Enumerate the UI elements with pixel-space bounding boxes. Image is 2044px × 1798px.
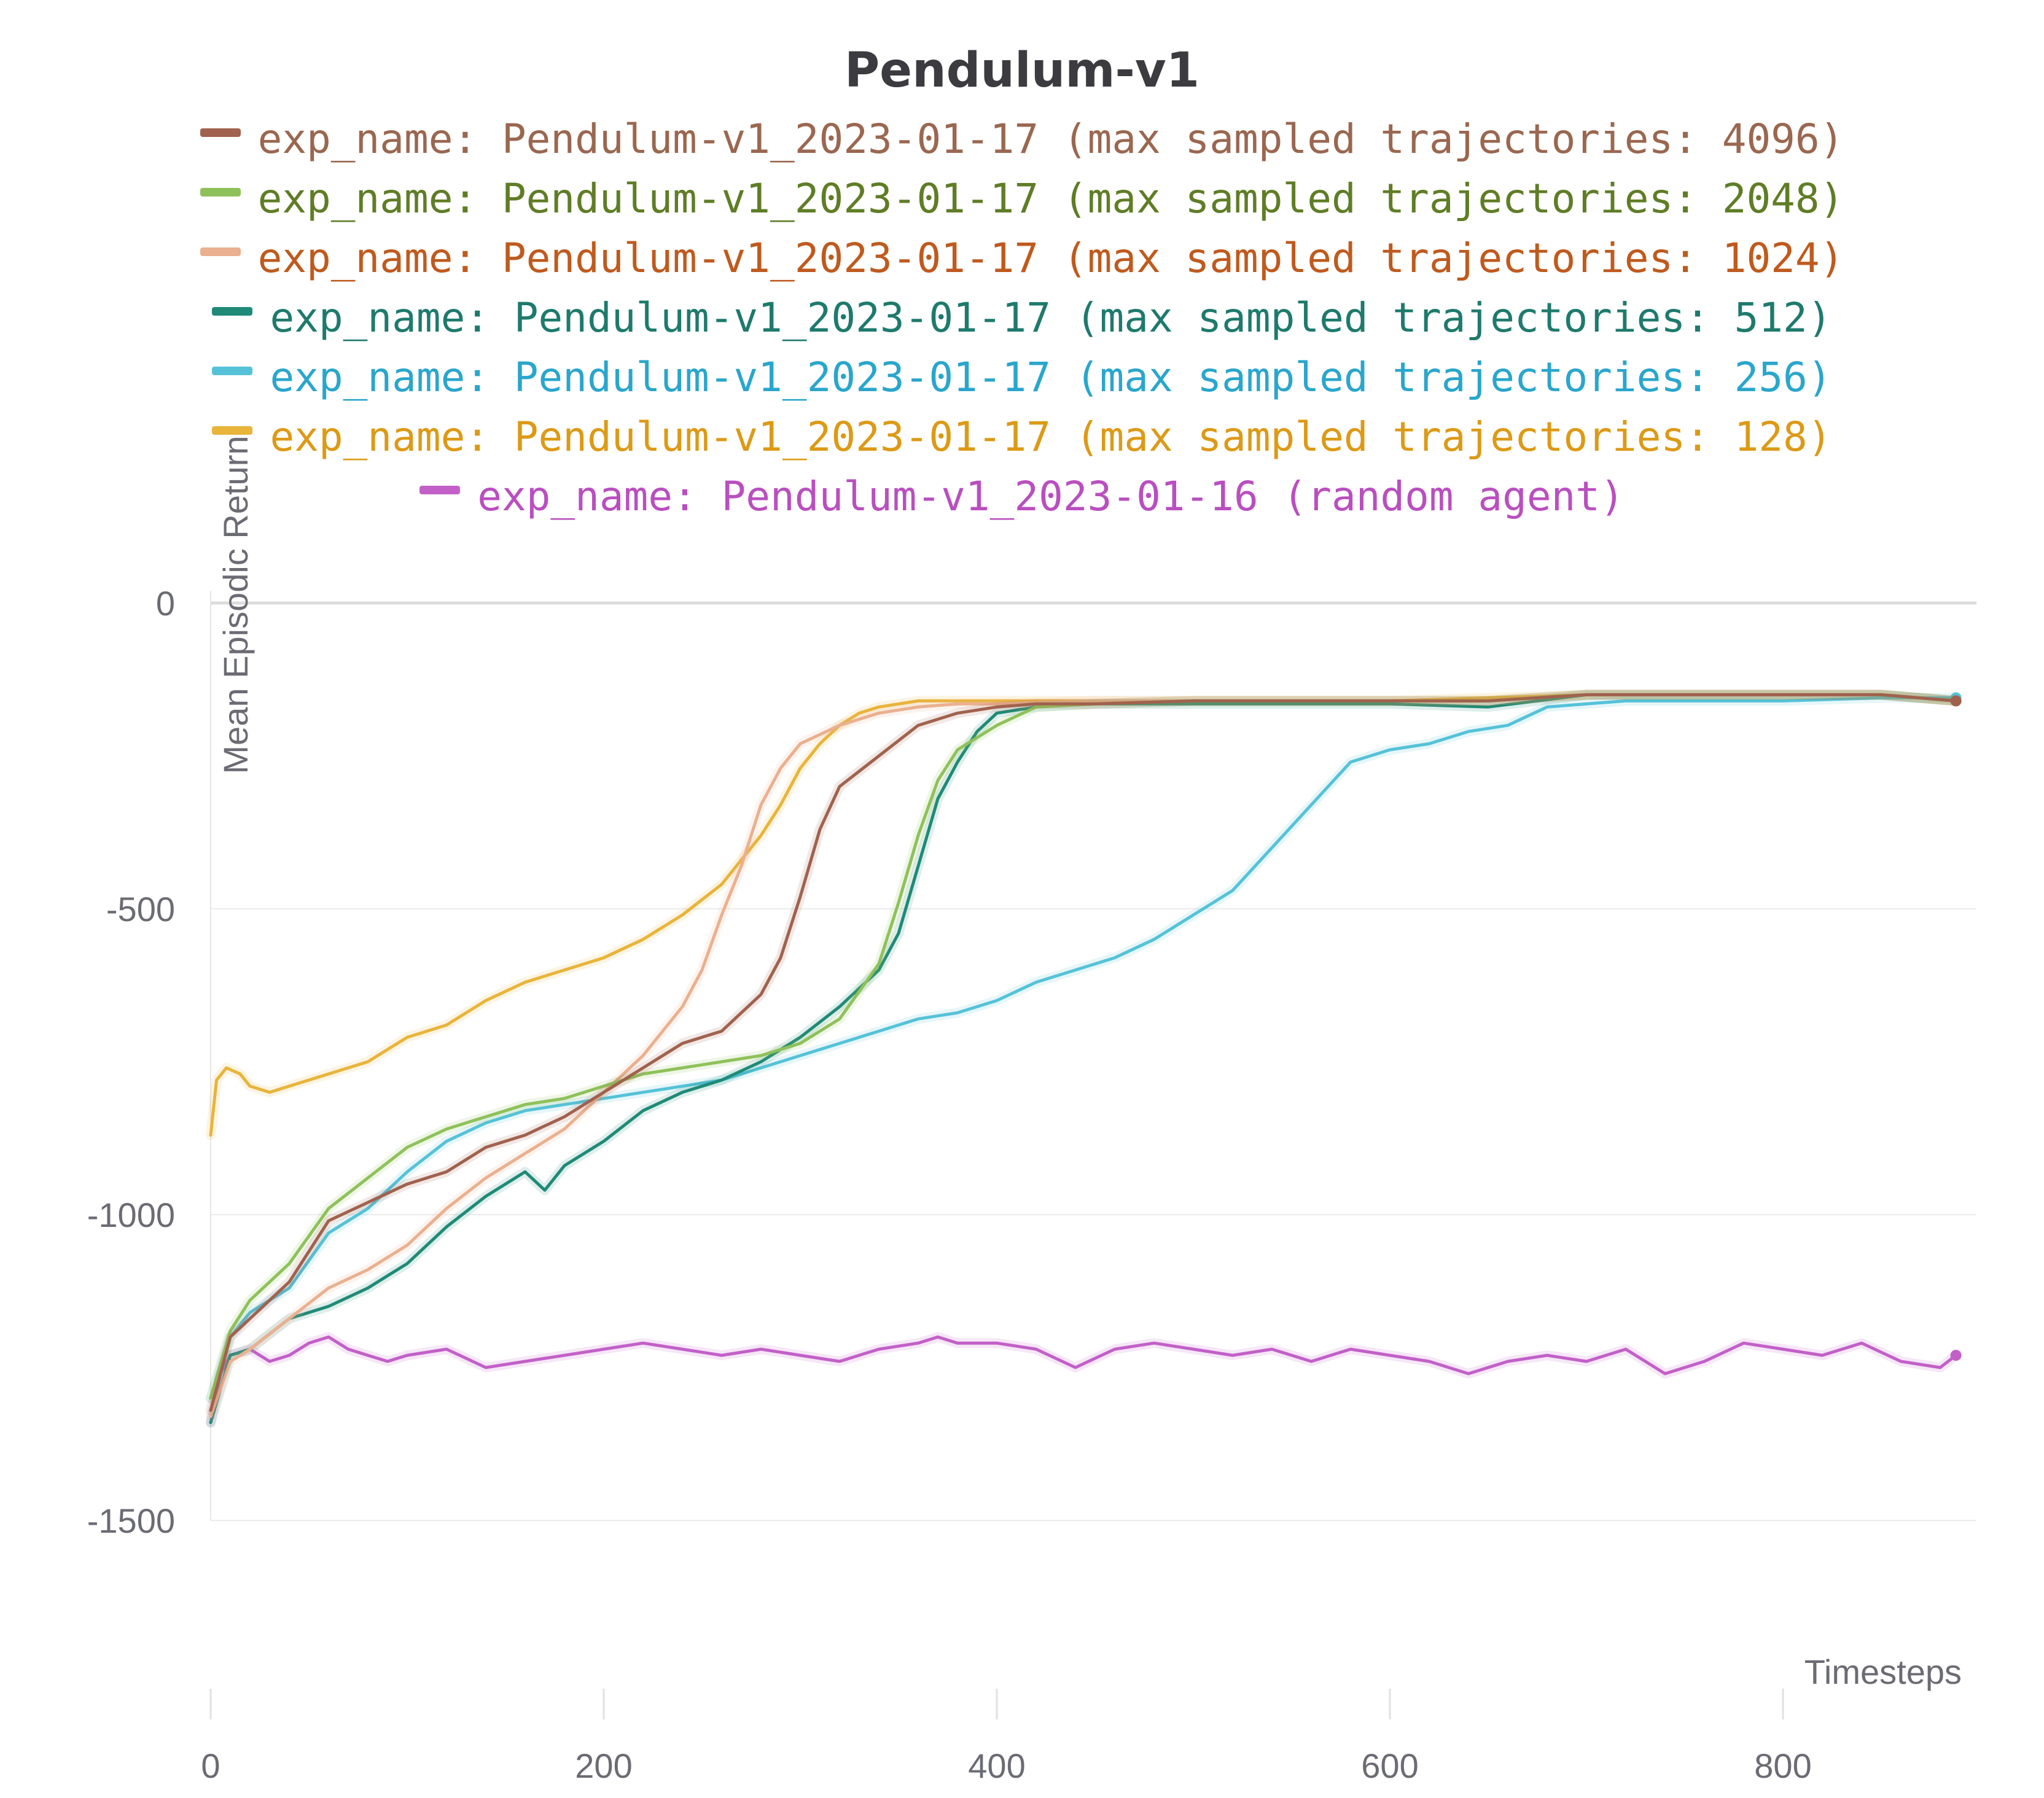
series-group [206,690,1962,1140]
axis-layer: 0 -500 -1000 -1500 0 200 400 600 800 [87,584,1812,1785]
legend-item[interactable]: exp_name: Pendulum-v1_2023-01-17 (max sa… [0,288,2044,347]
series-group [206,690,1962,1415]
series-band [206,690,1961,1428]
series-line[interactable] [209,693,1958,1419]
legend-item[interactable]: exp_name: Pendulum-v1_2023-01-17 (max sa… [0,407,2044,466]
legend-label: exp_name: Pendulum-v1_2023-01-17 (max sa… [270,353,1832,401]
series-line[interactable] [209,693,1958,1137]
series-band [206,693,1961,1403]
series-line[interactable] [209,1335,1958,1425]
y-tick-label: -1000 [87,1196,175,1234]
series-group [206,692,1962,1403]
series-end-point [1950,695,1962,707]
series-group [206,690,1962,1403]
legend-swatch [200,128,241,137]
series-line[interactable] [209,693,1958,1400]
series-band [206,1332,1961,1428]
legend-label: exp_name: Pendulum-v1_2023-01-17 (max sa… [257,115,1844,163]
y-tick-label: -1500 [87,1501,175,1540]
legend-label: exp_name: Pendulum-v1_2023-01-16 (random… [477,472,1625,520]
legend-label: exp_name: Pendulum-v1_2023-01-17 (max sa… [257,174,1844,222]
series-band [206,690,1961,1422]
y-tick-label: -500 [106,890,175,928]
y-axis-label: Mean Episodic Return [216,436,255,774]
x-tick-label: 200 [575,1746,632,1785]
series-line[interactable] [209,696,1958,1400]
x-axis-label: Timesteps [1804,1652,1962,1691]
series-band [206,690,1961,1403]
legend-item[interactable]: exp_name: Pendulum-v1_2023-01-17 (max sa… [0,109,2044,168]
legend-swatch [419,486,461,494]
series-group [206,1332,1962,1428]
series-end-point [1950,1350,1962,1361]
x-tick-label: 800 [1754,1746,1811,1785]
series-band [206,690,1961,1415]
legend-label: exp_name: Pendulum-v1_2023-01-17 (max sa… [257,234,1844,282]
series-layer [206,690,1962,1428]
legend-item[interactable]: exp_name: Pendulum-v1_2023-01-16 (random… [0,467,2044,526]
x-tick-label: 400 [968,1746,1025,1785]
chart-title: Pendulum-v1 [845,43,1199,98]
legend-swatch [200,247,241,256]
legend-label: exp_name: Pendulum-v1_2023-01-17 (max sa… [270,413,1832,461]
x-tick-label: 600 [1361,1746,1418,1785]
legend-label: exp_name: Pendulum-v1_2023-01-17 (max sa… [270,294,1832,341]
legend-swatch [212,307,253,316]
series-group [206,690,1962,1422]
series-line[interactable] [209,693,1958,1412]
series-line[interactable] [209,693,1958,1425]
x-tick-label: 0 [201,1746,220,1785]
legend-swatch [212,367,253,375]
series-group [206,690,1962,1428]
legend-item[interactable]: exp_name: Pendulum-v1_2023-01-17 (max sa… [0,228,2044,287]
legend-swatch [212,426,253,435]
legend-swatch [200,188,241,197]
legend-item[interactable]: exp_name: Pendulum-v1_2023-01-17 (max sa… [0,348,2044,407]
legend-item[interactable]: exp_name: Pendulum-v1_2023-01-17 (max sa… [0,169,2044,228]
grid-layer [210,591,1976,1521]
series-band [206,690,1961,1140]
y-tick-label: 0 [156,584,175,623]
